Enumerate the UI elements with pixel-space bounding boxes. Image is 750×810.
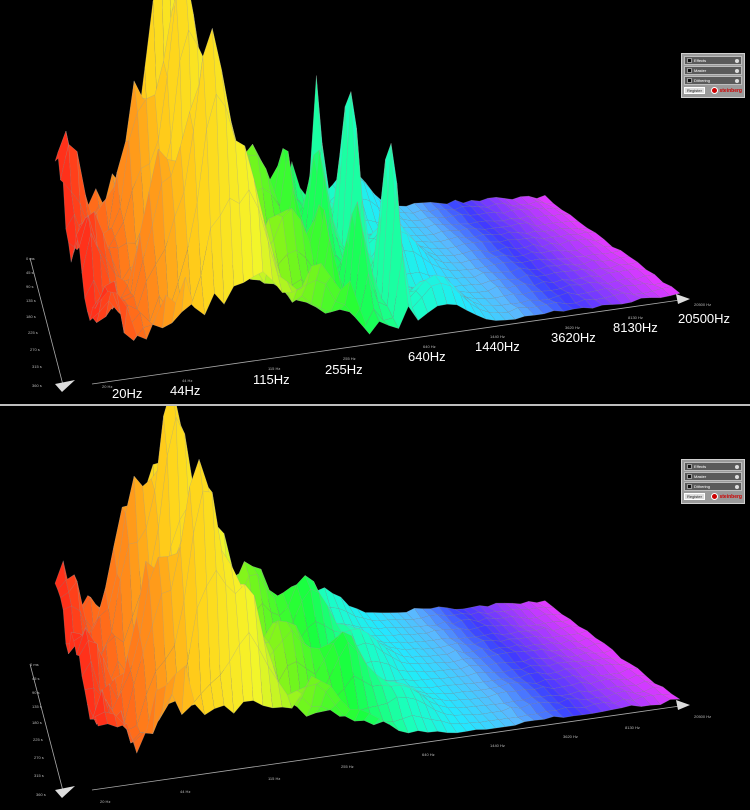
axis-line <box>91 705 681 791</box>
small-freq-label: 3620 Hz <box>565 325 580 330</box>
small-freq-label: 640 Hz <box>423 344 436 349</box>
small-freq-label: 1440 Hz <box>490 743 505 748</box>
master-button[interactable]: Master <box>684 66 742 75</box>
axis-arrow-icon <box>676 294 690 304</box>
led-icon <box>687 68 692 73</box>
axis-arrow-icon <box>55 380 75 392</box>
brand-label: steinberg <box>719 87 742 94</box>
small-freq-label: 255 Hz <box>341 764 354 769</box>
small-freq-label: 115 Hz <box>268 776 281 781</box>
control-panel: Effects Master Dithering Register steinb… <box>681 53 745 98</box>
small-freq-label: 115 Hz <box>268 366 281 371</box>
spectrum-view-bottom: 20 Hz 44 Hz 115 Hz 255 Hz 640 Hz 1440 Hz… <box>0 406 750 810</box>
time-axis-label: 360 s <box>32 383 42 388</box>
time-axis-label: 90 s <box>26 284 34 289</box>
master-label: Master <box>694 68 707 73</box>
control-panel: Effects Master Dithering Register steinb… <box>681 459 745 504</box>
small-freq-label: 3620 Hz <box>563 734 578 739</box>
dithering-label: Dithering <box>694 78 711 83</box>
small-freq-label: 255 Hz <box>343 356 356 361</box>
spectrum-view-top: 20Hz 44Hz 115Hz 255Hz 640Hz 1440Hz 3620H… <box>0 0 750 404</box>
axis-arrow-icon <box>55 786 75 798</box>
time-axis-label: 315 s <box>34 773 44 778</box>
steinberg-logo-icon <box>711 493 719 500</box>
time-axis-label: 225 s <box>33 737 43 742</box>
time-axis-label: 45 s <box>32 676 40 681</box>
effects-label: Effects <box>694 464 707 469</box>
freq-label-1440hz: 1440Hz <box>475 339 520 354</box>
freq-label-44hz: 44Hz <box>170 383 201 398</box>
small-freq-label: 8130 Hz <box>625 725 640 730</box>
small-freq-label: 20500 Hz <box>694 714 712 719</box>
time-axis-label: 315 s <box>32 364 42 369</box>
effects-label: Effects <box>694 58 707 63</box>
panel-divider <box>0 404 750 406</box>
small-freq-label: 20500 Hz <box>694 302 712 307</box>
arrow-icon <box>735 78 739 83</box>
dithering-button[interactable]: Dithering <box>684 482 742 491</box>
freq-label-8130hz: 8130Hz <box>613 320 658 335</box>
time-axis-label: 90 s <box>32 690 40 695</box>
freq-label-640hz: 640Hz <box>408 349 446 364</box>
axis-arrow-icon <box>676 700 690 710</box>
dithering-button[interactable]: Dithering <box>684 76 742 85</box>
freq-label-3620hz: 3620Hz <box>551 330 596 345</box>
time-axis-label: 270 s <box>34 755 44 760</box>
time-axis-label: 225 s <box>28 330 38 335</box>
spectrum-surface-cell <box>661 286 681 296</box>
register-button[interactable]: Register <box>684 493 705 500</box>
time-axis-label: 135 s <box>32 704 42 709</box>
small-freq-label: 20 Hz <box>100 799 111 804</box>
time-axis-label: 270 s <box>30 347 40 352</box>
arrow-icon <box>735 464 739 469</box>
freq-label-255hz: 255Hz <box>325 362 363 377</box>
led-icon <box>687 58 692 63</box>
arrow-icon <box>735 484 739 489</box>
control-footer: Register steinberg <box>684 492 742 501</box>
freq-label-20hz: 20Hz <box>112 386 143 401</box>
brand-logo: steinberg <box>711 87 742 94</box>
register-button[interactable]: Register <box>684 87 705 94</box>
effects-button[interactable]: Effects <box>684 56 742 65</box>
brand-label: steinberg <box>719 493 742 500</box>
brand-logo: steinberg <box>711 493 742 500</box>
led-icon <box>687 78 692 83</box>
small-freq-label: 44 Hz <box>180 789 191 794</box>
spectrum-3d-plot-bottom <box>29 406 690 798</box>
time-axis-label: 135 s <box>26 298 36 303</box>
spectrum-surface-cell <box>661 693 681 700</box>
axis-line <box>91 299 681 385</box>
time-axis-label: 0 ms <box>26 256 35 261</box>
time-axis-label: 0 ms <box>30 662 39 667</box>
master-label: Master <box>694 474 707 479</box>
dithering-label: Dithering <box>694 484 711 489</box>
time-axis-label: 360 s <box>36 792 46 797</box>
effects-button[interactable]: Effects <box>684 462 742 471</box>
time-axis-label: 180 s <box>32 720 42 725</box>
arrow-icon <box>735 68 739 73</box>
led-icon <box>687 474 692 479</box>
small-freq-label: 20 Hz <box>102 384 113 389</box>
small-freq-label: 1440 Hz <box>490 334 505 339</box>
steinberg-logo-icon <box>711 87 719 94</box>
small-freq-label: 640 Hz <box>422 752 435 757</box>
led-icon <box>687 484 692 489</box>
spectrum-3d-plot-top <box>29 0 690 392</box>
axis-line <box>29 663 64 792</box>
control-footer: Register steinberg <box>684 86 742 95</box>
arrow-icon <box>735 474 739 479</box>
led-icon <box>687 464 692 469</box>
master-button[interactable]: Master <box>684 472 742 481</box>
arrow-icon <box>735 58 739 63</box>
small-freq-label: 44 Hz <box>182 378 193 383</box>
small-freq-label: 8130 Hz <box>628 315 643 320</box>
time-axis-label: 180 s <box>26 314 36 319</box>
freq-label-20500hz: 20500Hz <box>678 311 731 326</box>
freq-label-115hz: 115Hz <box>253 372 290 387</box>
time-axis-label: 45 s <box>26 270 34 275</box>
axis-line <box>29 257 64 386</box>
